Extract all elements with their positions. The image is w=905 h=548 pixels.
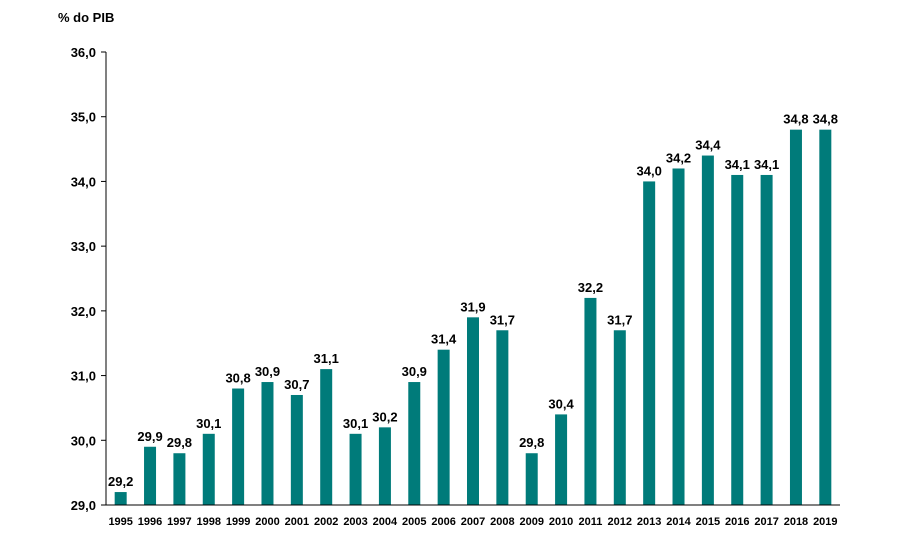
x-tick-label-2004: 2004 xyxy=(373,516,398,528)
data-label-2002: 31,1 xyxy=(314,351,339,366)
bar-2005 xyxy=(408,382,421,505)
x-tick-label-1997: 1997 xyxy=(167,516,191,528)
data-label-2007: 31,9 xyxy=(460,299,485,314)
x-tick-label-2001: 2001 xyxy=(285,516,309,528)
x-tick-label-2008: 2008 xyxy=(490,516,514,528)
y-tick-label: 36,0 xyxy=(71,45,96,60)
bar-2000 xyxy=(261,382,274,505)
x-tick-label-1995: 1995 xyxy=(108,516,132,528)
x-axis-ticks: 1995 1996 1997 1998 1999 2000 2001 2002 2003 2004… xyxy=(108,516,837,528)
bar-2007 xyxy=(467,317,479,505)
y-tick-label: 29,0 xyxy=(71,498,96,513)
bar-2017 xyxy=(760,174,773,505)
x-tick-label-1999: 1999 xyxy=(226,516,250,528)
data-label-1996: 29,9 xyxy=(137,429,162,444)
data-label-2005: 30,9 xyxy=(402,364,427,379)
y-tick-label: 31,0 xyxy=(71,369,96,384)
data-label-2008: 31,7 xyxy=(490,312,515,327)
data-label-2012: 31,7 xyxy=(607,312,632,327)
y-axis-ticks: 29,0 30,0 31,0 32,0 33,0 34,0 35,0 36,0 xyxy=(71,45,106,513)
bar-2018 xyxy=(789,129,802,505)
bar-1999 xyxy=(232,388,245,505)
y-tick-label: 34,0 xyxy=(71,174,96,189)
data-labels-group: 29,2 29,9 29,8 30,1 30,8 30,9 30,7 31,1 30,1 30,2… xyxy=(108,112,838,489)
data-label-2009: 29,8 xyxy=(519,435,544,450)
x-tick-label-2009: 2009 xyxy=(519,516,543,528)
x-tick-label-2011: 2011 xyxy=(579,516,603,528)
data-label-2010: 30,4 xyxy=(548,396,574,411)
data-label-2004: 30,2 xyxy=(372,409,397,424)
x-tick-label-2006: 2006 xyxy=(431,516,455,528)
bar-1996 xyxy=(144,446,157,505)
x-tick-label-2015: 2015 xyxy=(696,516,720,528)
bar-2019 xyxy=(819,129,832,505)
bars-group xyxy=(114,129,832,506)
y-axis-label: % do PIB xyxy=(58,10,114,25)
y-tick-label: 35,0 xyxy=(71,110,96,125)
data-label-1997: 29,8 xyxy=(167,435,192,450)
data-label-1995: 29,2 xyxy=(108,474,133,489)
x-tick-label-2000: 2000 xyxy=(255,516,279,528)
x-tick-label-2005: 2005 xyxy=(402,516,426,528)
bar-2006 xyxy=(437,349,450,505)
bar-1998 xyxy=(202,433,215,505)
x-tick-label-1998: 1998 xyxy=(197,516,221,528)
data-label-2018: 34,8 xyxy=(783,112,808,127)
bar-2016 xyxy=(731,174,744,505)
bar-2001 xyxy=(290,394,303,505)
x-tick-label-2014: 2014 xyxy=(666,516,691,528)
data-label-2000: 30,9 xyxy=(255,364,280,379)
data-label-2017: 34,1 xyxy=(754,157,779,172)
bar-1995 xyxy=(114,492,127,505)
bar-1997 xyxy=(173,453,186,505)
x-tick-label-2016: 2016 xyxy=(725,516,749,528)
bar-2015 xyxy=(701,155,714,506)
x-tick-label-2002: 2002 xyxy=(314,516,338,528)
data-label-2014: 34,2 xyxy=(666,150,691,165)
data-label-2006: 31,4 xyxy=(431,332,457,347)
x-tick-label-2003: 2003 xyxy=(343,516,367,528)
x-tick-label-2007: 2007 xyxy=(461,516,485,528)
data-label-1999: 30,8 xyxy=(225,371,250,386)
x-tick-label-2012: 2012 xyxy=(608,516,632,528)
bar-2003 xyxy=(349,433,362,505)
bar-2011 xyxy=(584,297,597,505)
data-label-2001: 30,7 xyxy=(284,377,309,392)
data-label-2003: 30,1 xyxy=(343,416,368,431)
x-tick-label-2017: 2017 xyxy=(754,516,778,528)
bar-2010 xyxy=(555,414,568,505)
bar-2012 xyxy=(613,330,626,505)
data-label-2019: 34,8 xyxy=(813,112,838,127)
x-tick-label-2010: 2010 xyxy=(549,516,573,528)
bar-2002 xyxy=(320,369,333,505)
data-label-2015: 34,4 xyxy=(695,138,721,153)
data-label-2016: 34,1 xyxy=(725,157,750,172)
bar-2008 xyxy=(496,330,509,505)
data-label-2011: 32,2 xyxy=(578,280,603,295)
x-tick-label-2013: 2013 xyxy=(637,516,661,528)
y-tick-label: 33,0 xyxy=(71,239,96,254)
x-tick-label-2018: 2018 xyxy=(784,516,808,528)
data-label-2013: 34,0 xyxy=(637,163,662,178)
bar-2014 xyxy=(672,168,685,505)
bar-2009 xyxy=(525,453,538,505)
x-tick-label-1996: 1996 xyxy=(138,516,162,528)
bar-2004 xyxy=(378,427,391,505)
data-label-1998: 30,1 xyxy=(196,416,221,431)
y-tick-label: 32,0 xyxy=(71,304,96,319)
y-tick-label: 30,0 xyxy=(71,433,96,448)
bar-2013 xyxy=(643,181,656,505)
x-tick-label-2019: 2019 xyxy=(813,516,837,528)
